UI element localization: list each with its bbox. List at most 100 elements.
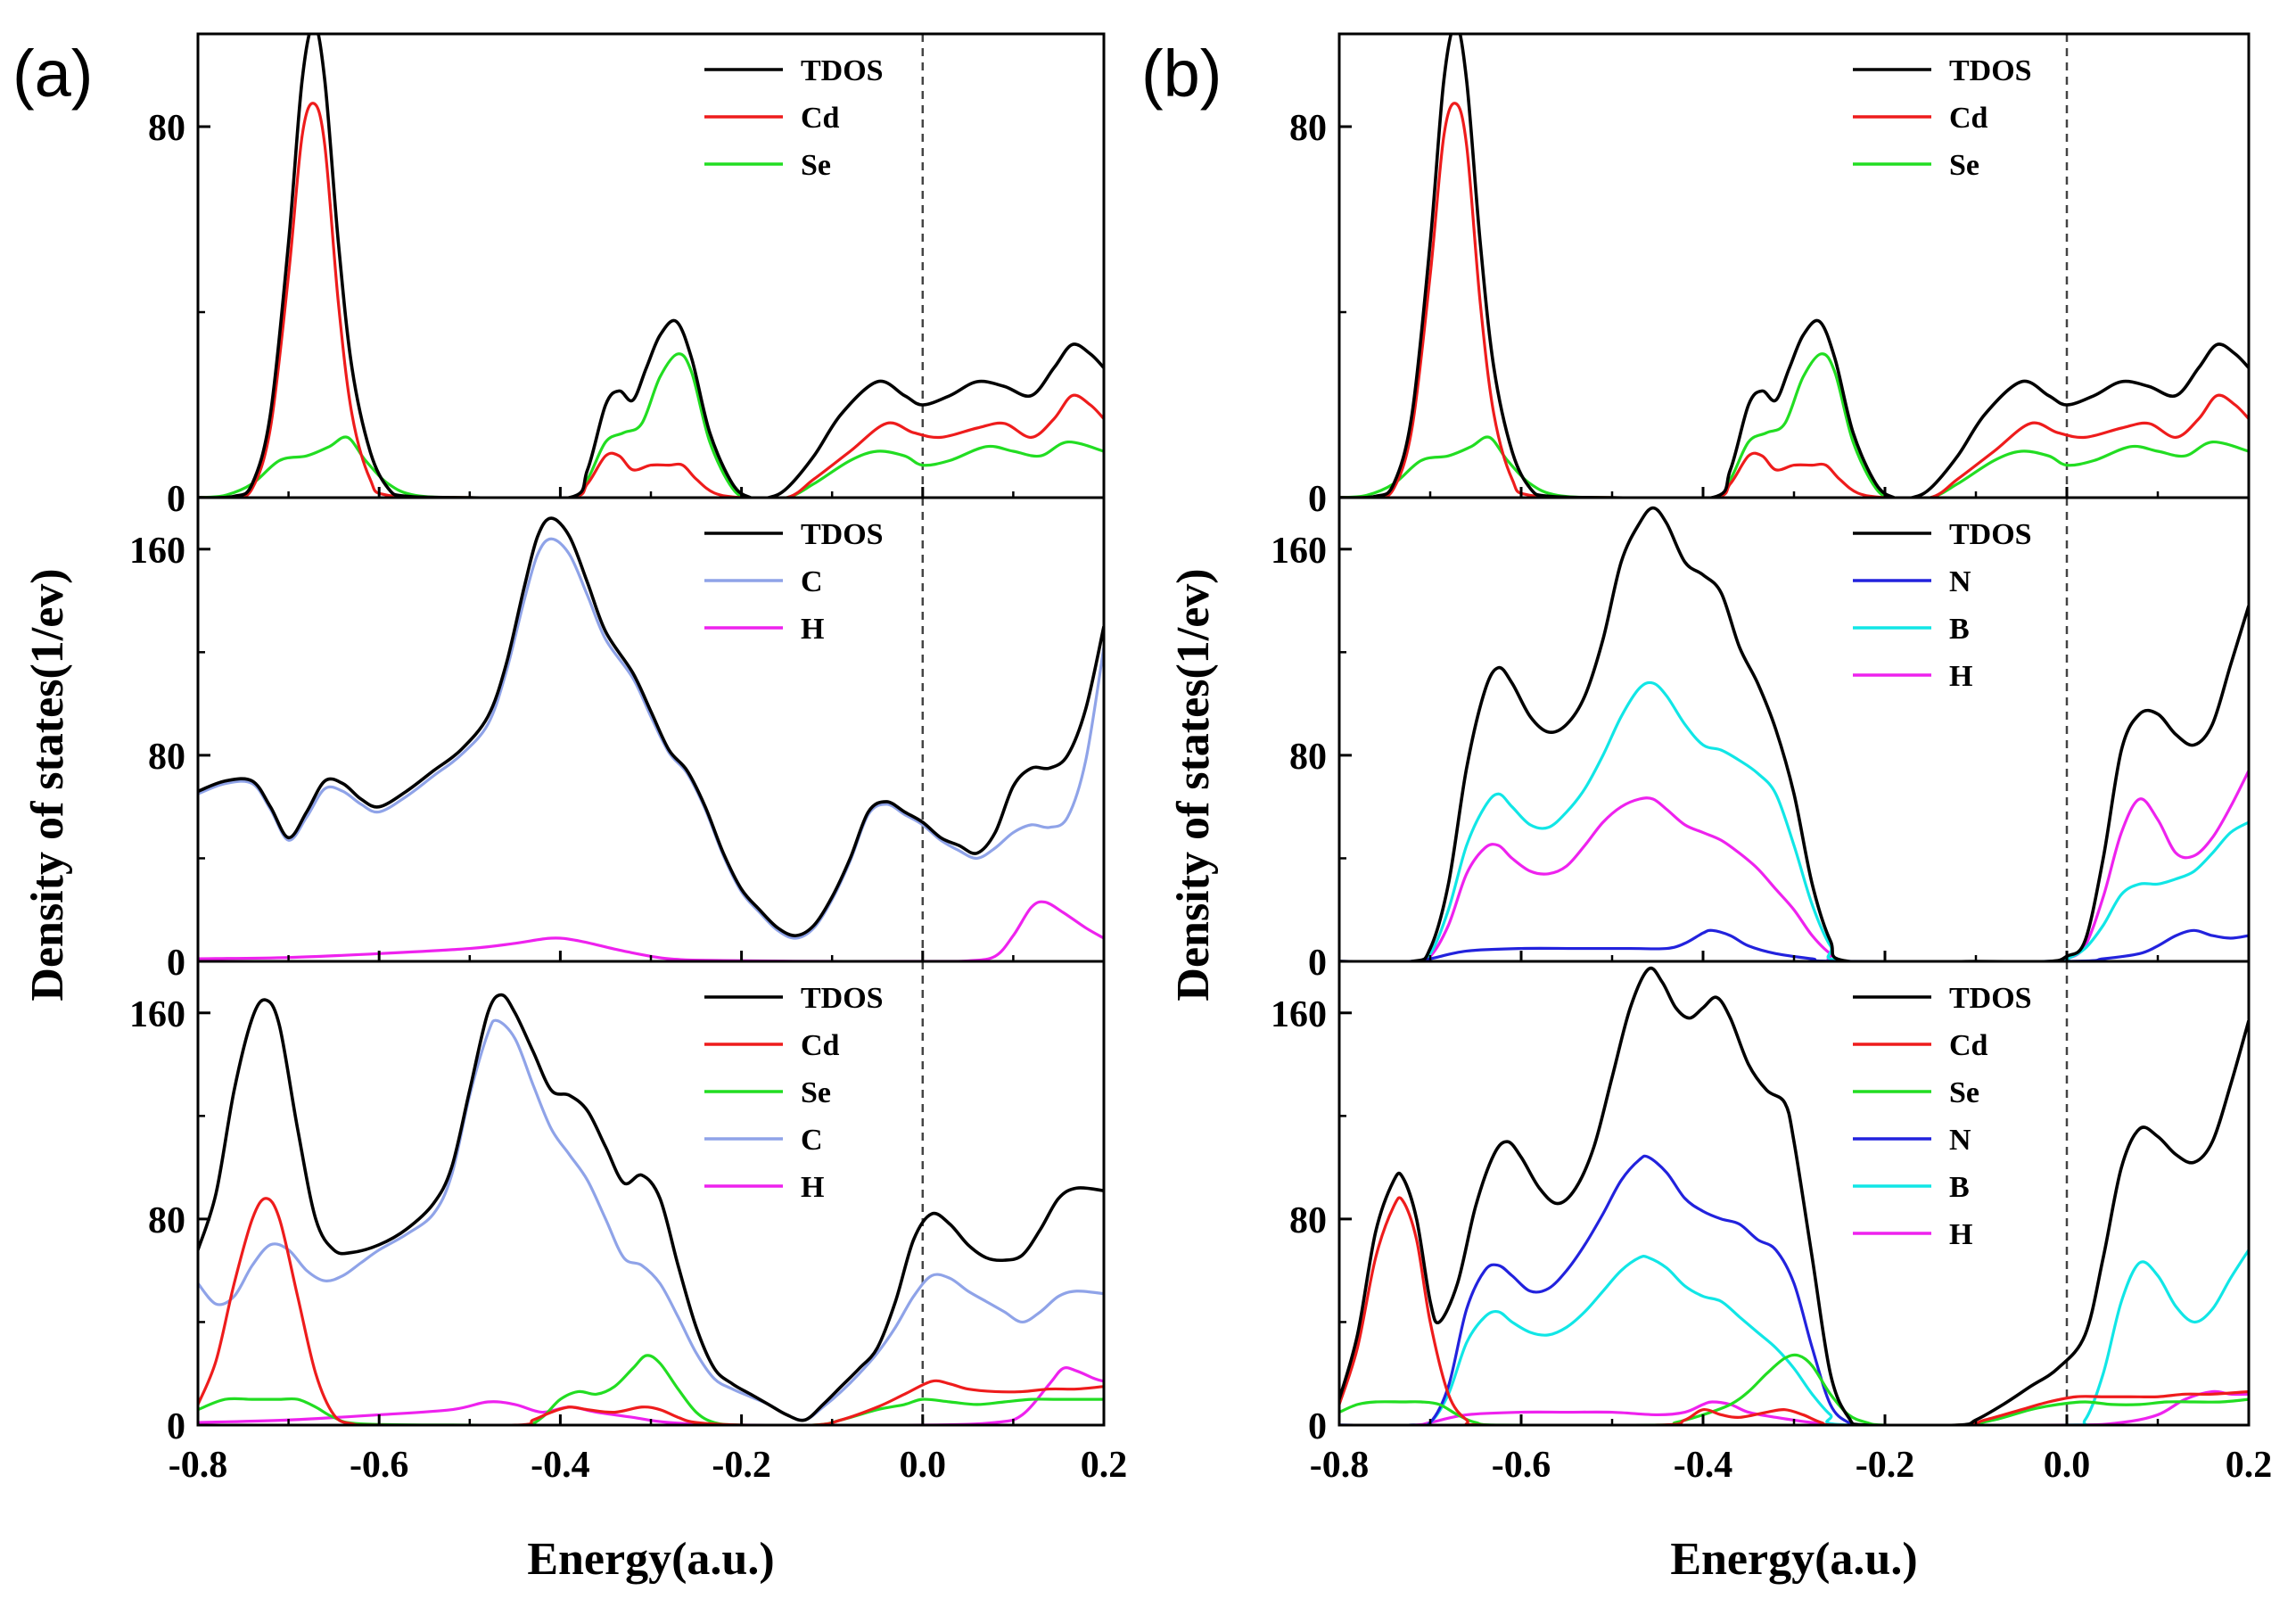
legend-label-n: N [1949,565,1971,598]
series-line-b [1339,1249,2249,1425]
y-tick-label: 160 [129,531,185,572]
series-line-c [198,537,1104,940]
series-line-n [1339,928,2249,961]
series-line-tdos [198,993,1104,1422]
series-lines [198,34,1104,498]
series-line-se [198,1354,1104,1425]
legend-label-tdos: TDOS [1949,54,2032,87]
y-tick-label: 160 [1271,531,1327,572]
series-lines [198,516,1104,961]
plot-frame [196,496,1106,963]
legend-label-cd: Cd [801,102,840,135]
series-line-h [198,1366,1104,1425]
dos-panel-b-0: 0 80 TDOS Cd Se [1289,32,2251,520]
legend-label-tdos: TDOS [1949,982,2032,1015]
series-line-n [1339,1154,1867,1425]
series-lines [1339,966,2249,1425]
x-tick-label: -0.2 [712,1445,771,1486]
legend-label-tdos: TDOS [1949,518,2032,551]
y-axis-title-b: Density of states(1/ev) [1168,568,1219,1001]
x-tick-label: -0.8 [169,1445,228,1486]
legend: TDOS Cd Se [1853,54,2032,182]
y-tick-label: 160 [129,994,185,1035]
y-tick-label: 160 [1271,994,1327,1035]
series-line-tdos [198,34,1104,498]
y-tick-label: 80 [148,1200,185,1241]
dos-panel-a-0: 0 80 TDOS Cd Se [148,32,1106,520]
y-tick-label: 0 [167,1406,185,1447]
y-tick-label: 80 [1289,108,1327,149]
y-tick-label: 80 [1289,737,1327,778]
legend-label-se: Se [801,1076,831,1109]
panel-label-a: (a) [12,37,93,111]
x-tick-label: -0.8 [1310,1445,1370,1486]
series-line-cd [198,1197,1104,1425]
y-tick-label: 80 [148,108,185,149]
dos-panel-a-1: 0 80 160 TDOS CH [129,496,1106,984]
legend-label-cd: Cd [1949,102,1988,135]
series-lines [198,993,1104,1425]
dos-panel-b-1: 0 80 160 TDOS NBH [1271,496,2251,984]
y-tick-label: 80 [1289,1200,1327,1241]
legend-label-n: N [1949,1124,1971,1157]
series-line-se [198,352,1104,498]
series-line-tdos [198,516,1104,937]
x-axis-title-a: Energy(a.u.) [527,1534,774,1585]
legend-label-h: H [1949,1218,1972,1251]
x-tick-label: 0.0 [900,1445,947,1486]
x-tick-label: -0.6 [1492,1445,1551,1486]
series-line-cd [198,102,1104,498]
legend-label-h: H [801,1171,824,1204]
x-tick-label: -0.4 [531,1445,590,1486]
y-tick-label: 0 [1308,1406,1327,1447]
x-tick-label: 0.2 [1081,1445,1128,1486]
dos-panel-a-2: 0 80 160 -0.8 -0.6 -0.4 -0.2 0.0 0.2 TDOS Cd Se CH [129,960,1128,1486]
series-line-tdos [1339,34,2249,498]
x-axis-title-b: Energy(a.u.) [1670,1534,1917,1585]
legend-label-b: B [1949,1171,1970,1204]
y-axis-title-a: Density of states(1/ev) [22,568,73,1001]
legend-label-tdos: TDOS [801,982,884,1015]
series-line-tdos [1339,966,2249,1425]
legend-label-cd: Cd [1949,1029,1988,1062]
y-tick-label: 80 [148,737,185,778]
legend: TDOS Cd Se CH [704,982,884,1204]
series-lines [1339,34,2249,498]
legend-label-h: H [801,613,824,646]
y-tick-label: 0 [167,479,185,520]
series-line-h [1339,1389,2249,1425]
dos-panel-b-2: 0 80 160 -0.8 -0.6 -0.4 -0.2 0.0 0.2 TDOS Cd Se NBH [1271,960,2273,1486]
series-line-tdos [1339,506,2249,961]
series-line-se [1339,1353,2249,1425]
series-line-h [198,900,1104,961]
legend-label-tdos: TDOS [801,518,884,551]
legend: TDOS CH [704,518,884,646]
series-line-cd [1339,102,2249,498]
series-line-se [1339,352,2249,498]
x-tick-label: 0.0 [2044,1445,2091,1486]
y-tick-label: 0 [1308,943,1327,984]
x-tick-label: -0.6 [350,1445,409,1486]
legend: TDOS NBH [1853,518,2032,693]
series-lines [1339,506,2249,961]
legend-label-c: C [801,1124,823,1157]
legend-label-se: Se [1949,1076,1979,1109]
series-line-b [1339,680,2249,961]
legend-label-h: H [1949,660,1972,693]
series-line-c [198,1018,1104,1422]
legend: TDOS Cd Se [704,54,884,182]
x-tick-label: -0.2 [1856,1445,1915,1486]
legend-label-tdos: TDOS [801,54,884,87]
y-tick-label: 0 [1308,479,1327,520]
x-tick-label: 0.2 [2226,1445,2273,1486]
legend-label-cd: Cd [801,1029,840,1062]
x-tick-label: -0.4 [1674,1445,1733,1486]
series-line-h [1339,770,2249,961]
series-line-cd [1339,1196,2249,1425]
legend-label-b: B [1949,613,1970,646]
legend-label-c: C [801,565,823,598]
legend-label-se: Se [1949,149,1979,182]
y-tick-label: 0 [167,943,185,984]
